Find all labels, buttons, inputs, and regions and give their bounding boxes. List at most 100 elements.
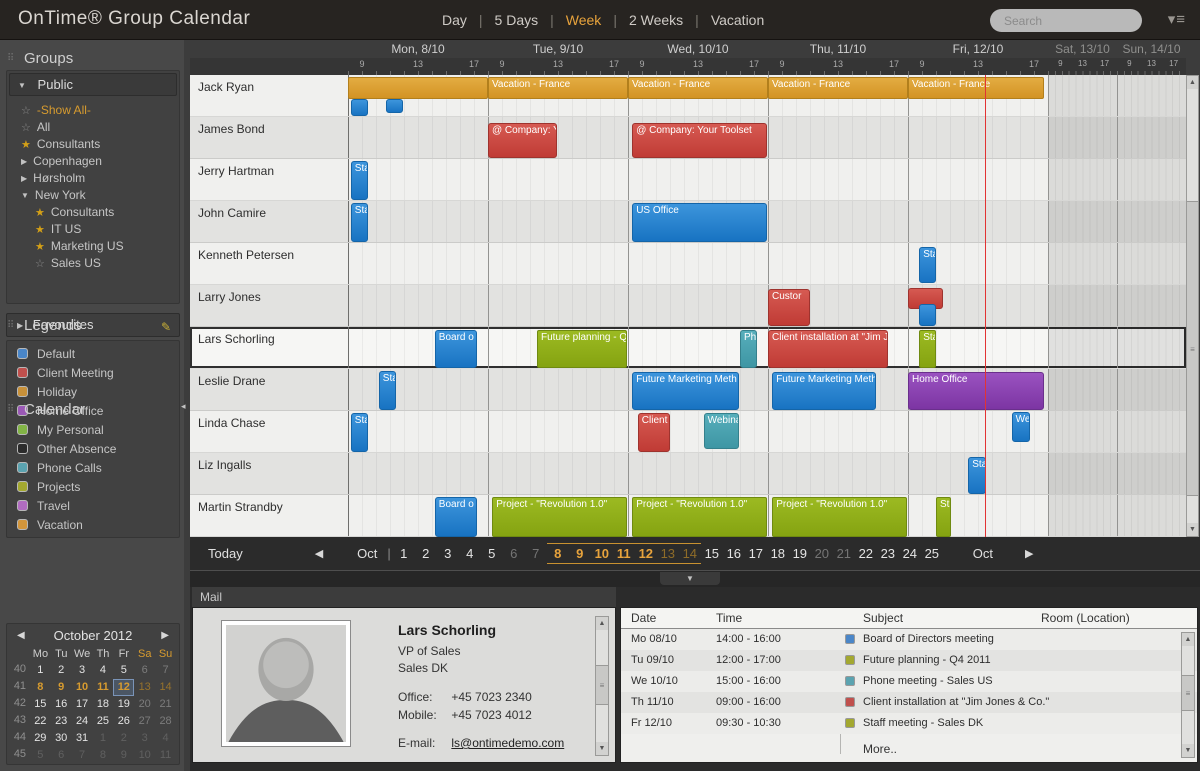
date-number-22[interactable]: 22 xyxy=(858,546,874,561)
mini-cal-day[interactable]: 21 xyxy=(159,698,172,710)
prev-month-arrow[interactable]: ◀ xyxy=(17,630,25,641)
mini-cal-day[interactable]: 2 xyxy=(120,732,127,744)
nav-item-day[interactable]: Day xyxy=(442,12,467,28)
date-number-11[interactable]: 11 xyxy=(616,546,631,561)
day-cell[interactable] xyxy=(1117,453,1186,494)
day-header-sat-13-10[interactable]: Sat, 13/10 xyxy=(1055,42,1110,56)
event-vacation-france[interactable]: Vacation - France xyxy=(628,77,768,100)
mini-cal-day[interactable]: 16 xyxy=(55,698,68,710)
event-item[interactable] xyxy=(350,99,368,117)
person-name[interactable]: Jack Ryan xyxy=(198,80,255,94)
mini-cal-day[interactable]: 1 xyxy=(37,664,44,676)
legend-item-other-absence[interactable]: Other Absence xyxy=(7,440,179,459)
day-cell[interactable] xyxy=(1048,369,1117,410)
group-item-copenhagen[interactable]: ▶ Copenhagen xyxy=(7,153,179,170)
mini-cal-day[interactable]: 6 xyxy=(141,664,148,676)
next-month-arrow[interactable]: ▶ xyxy=(161,630,169,641)
event-sta[interactable]: Sta xyxy=(350,161,368,200)
day-cell[interactable] xyxy=(768,201,908,242)
day-cell[interactable] xyxy=(348,159,488,200)
day-cell[interactable] xyxy=(908,201,1048,242)
scroll-up-arrow[interactable]: ▲ xyxy=(596,617,608,630)
mini-cal-day[interactable]: 25 xyxy=(96,715,110,727)
date-number-25[interactable]: 25 xyxy=(924,546,940,561)
mini-cal-day[interactable]: 4 xyxy=(162,732,169,744)
legend-item-client-meeting[interactable]: Client Meeting xyxy=(7,364,179,383)
date-number-17[interactable]: 17 xyxy=(748,546,764,561)
sidebar-divider[interactable] xyxy=(184,40,190,771)
day-cell[interactable] xyxy=(1048,201,1117,242)
day-cell[interactable] xyxy=(488,159,628,200)
mini-cal-day[interactable]: 14 xyxy=(159,681,172,693)
mini-cal-day[interactable]: 7 xyxy=(162,664,169,676)
legend-item-travel[interactable]: Travel xyxy=(7,497,179,516)
person-name[interactable]: Kenneth Petersen xyxy=(198,248,295,262)
date-number-6[interactable]: 6 xyxy=(510,546,518,561)
nav-item-5-days[interactable]: 5 Days xyxy=(494,12,539,28)
legend-item-my-personal[interactable]: My Personal xyxy=(7,421,179,440)
date-number-2[interactable]: 2 xyxy=(422,546,430,561)
day-cell[interactable] xyxy=(1117,75,1186,116)
appointments-scrollbar[interactable]: ▲ ≡ ▼ xyxy=(1181,632,1195,758)
date-number-16[interactable]: 16 xyxy=(726,546,742,561)
day-cell[interactable] xyxy=(348,201,488,242)
legend-item-projects[interactable]: Projects xyxy=(7,478,179,497)
person-name[interactable]: James Bond xyxy=(198,122,265,136)
mini-cal-day[interactable]: 29 xyxy=(34,732,47,744)
event-sta[interactable]: Sta xyxy=(936,497,952,537)
event-custor[interactable]: Custor xyxy=(768,289,810,327)
event-webina[interactable]: Webina xyxy=(703,413,739,449)
mini-cal-day[interactable]: 7 xyxy=(79,749,86,761)
day-cell[interactable] xyxy=(768,411,908,452)
day-cell[interactable] xyxy=(348,369,488,410)
day-cell[interactable] xyxy=(628,159,768,200)
event-future-marketing-meth[interactable]: Future Marketing Meth xyxy=(772,372,876,410)
event-ph[interactable]: Ph xyxy=(740,329,757,368)
event-company-y[interactable]: @ Company: Y xyxy=(488,123,557,158)
search-input[interactable] xyxy=(990,9,1142,32)
day-cell[interactable] xyxy=(1048,117,1117,158)
day-cell[interactable] xyxy=(488,453,628,494)
day-cell[interactable] xyxy=(1117,327,1186,368)
day-cell[interactable] xyxy=(488,369,628,410)
scroll-down-arrow[interactable]: ▼ xyxy=(1187,523,1198,536)
person-name[interactable]: John Camire xyxy=(198,206,267,220)
event-sta[interactable]: Sta xyxy=(350,203,368,242)
day-cell[interactable] xyxy=(1048,495,1117,536)
scrollbar-thumb[interactable]: ≡ xyxy=(1182,675,1194,711)
day-cell[interactable] xyxy=(1117,243,1186,284)
event-board-o[interactable]: Board o xyxy=(434,329,477,368)
mail-scrollbar[interactable]: ▲ ≡ ▼ xyxy=(595,616,609,756)
nav-item-2-weeks[interactable]: 2 Weeks xyxy=(628,12,684,28)
column-header-subject[interactable]: Subject xyxy=(863,611,904,625)
group-item-consultants[interactable]: ★ Consultants xyxy=(7,204,179,221)
day-header-wed-10-10[interactable]: Wed, 10/10 xyxy=(667,42,729,56)
mini-cal-day[interactable]: 10 xyxy=(75,681,89,693)
legend-item-vacation[interactable]: Vacation xyxy=(7,516,179,535)
person-name[interactable]: Liz Ingalls xyxy=(198,458,252,472)
scroll-up-arrow[interactable]: ▲ xyxy=(1187,76,1198,89)
mini-cal-day[interactable]: 5 xyxy=(37,749,44,761)
legend-item-phone-calls[interactable]: Phone Calls xyxy=(7,459,179,478)
day-header-thu-11-10[interactable]: Thu, 11/10 xyxy=(809,42,867,56)
group-item-new-york[interactable]: ▼ New York xyxy=(7,187,179,204)
mini-cal-day[interactable]: 26 xyxy=(117,715,130,727)
next-dates-arrow[interactable]: ▶ xyxy=(1025,548,1034,560)
day-cell[interactable] xyxy=(768,159,908,200)
scrollbar-thumb[interactable]: ≡ xyxy=(596,665,608,705)
mini-cal-day[interactable]: 10 xyxy=(138,749,151,761)
more-link[interactable]: More.. xyxy=(863,742,898,756)
day-header-sun-14-10[interactable]: Sun, 14/10 xyxy=(1122,42,1181,56)
mini-cal-day[interactable]: 6 xyxy=(58,749,65,761)
event-sta[interactable]: Sta xyxy=(968,457,987,494)
group-item-h-rsholm[interactable]: ▶ Hørsholm xyxy=(7,170,179,187)
day-cell[interactable] xyxy=(1048,243,1117,284)
day-cell[interactable] xyxy=(348,411,488,452)
date-number-5[interactable]: 5 xyxy=(488,546,496,561)
day-cell[interactable] xyxy=(1117,285,1186,326)
date-number-19[interactable]: 19 xyxy=(792,546,808,561)
appointment-row[interactable]: Fr 12/10 09:30 - 10:30 Staff meeting - Sal… xyxy=(621,713,1197,734)
date-number-9[interactable]: 9 xyxy=(576,546,584,561)
day-cell[interactable] xyxy=(1117,369,1186,410)
event-sta[interactable]: Sta xyxy=(919,329,936,368)
